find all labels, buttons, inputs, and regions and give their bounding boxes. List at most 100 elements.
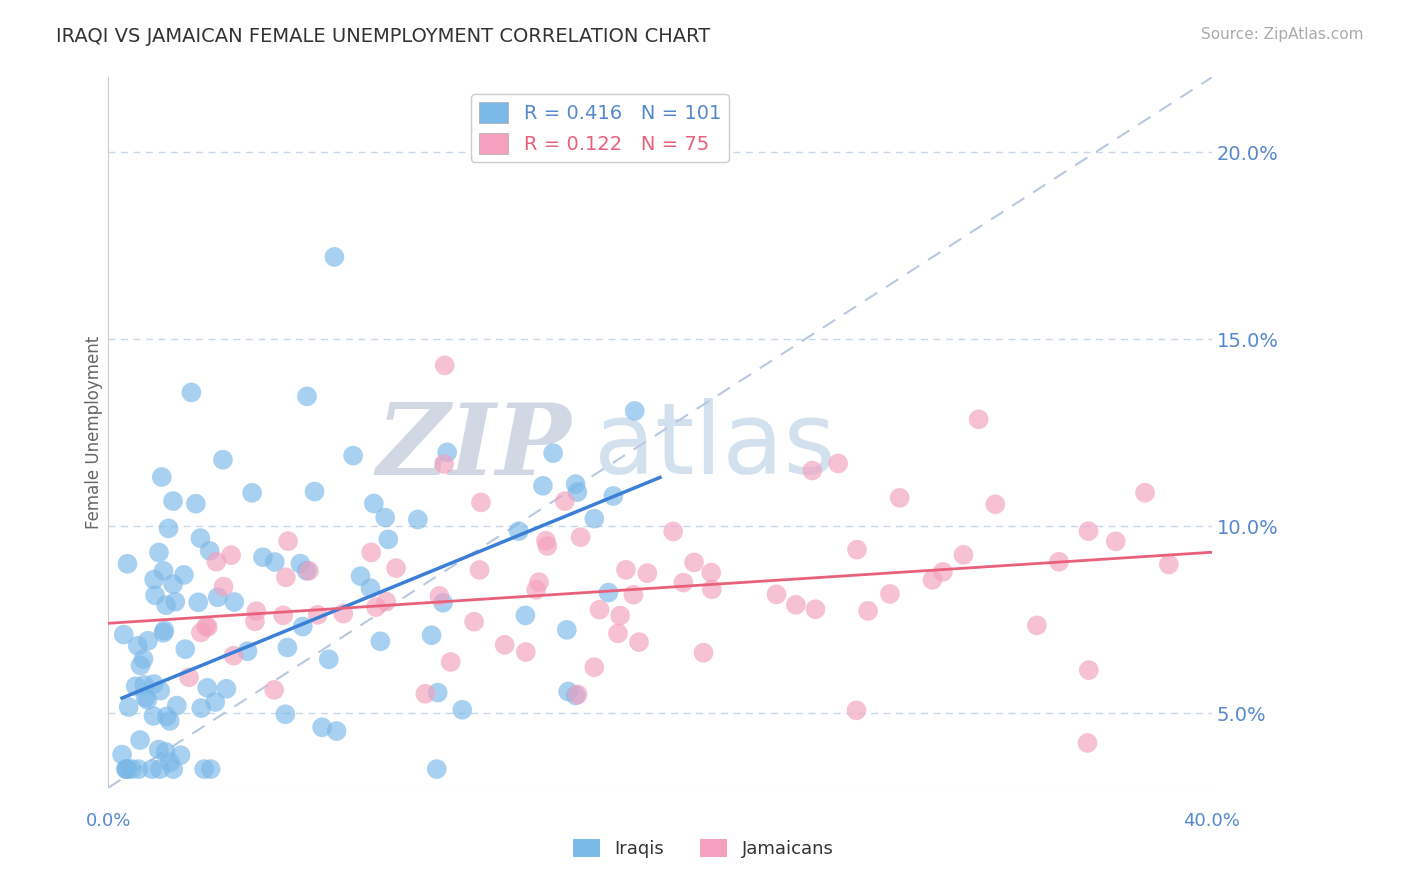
Point (143, 573, 166, 587)
Point (360, 545, 382, 559)
Point (134, 690, 156, 705)
Point (370, 634, 392, 648)
Point (177, 670, 200, 684)
Point (295, 564, 318, 578)
Point (174, 642, 197, 657)
Point (204, 695, 226, 709)
Point (426, 762, 449, 776)
Point (845, 703, 868, 717)
Point (569, 530, 592, 544)
Point (536, 539, 558, 553)
Point (277, 534, 299, 549)
Point (245, 604, 267, 618)
Point (609, 608, 631, 623)
Point (1047, 555, 1070, 569)
Point (1105, 534, 1128, 549)
Point (921, 573, 943, 587)
Point (165, 595, 187, 609)
Point (557, 684, 579, 698)
Point (846, 542, 869, 557)
Point (205, 555, 228, 569)
Point (236, 644, 259, 658)
Point (195, 619, 218, 633)
Point (115, 762, 138, 776)
Point (527, 575, 550, 590)
Point (173, 568, 195, 582)
Point (583, 660, 606, 674)
Point (212, 580, 235, 594)
Point (827, 457, 849, 471)
Point (515, 608, 537, 623)
Point (692, 646, 714, 660)
Point (468, 563, 491, 577)
Point (1076, 736, 1098, 750)
Point (212, 452, 235, 467)
Point (984, 497, 1007, 511)
Legend: Iraqis, Jamaicans: Iraqis, Jamaicans (565, 831, 841, 865)
Point (195, 681, 218, 695)
Point (190, 531, 212, 545)
Text: IRAQI VS JAMAICAN FEMALE UNEMPLOYMENT CORRELATION CHART: IRAQI VS JAMAICAN FEMALE UNEMPLOYMENT CO… (56, 27, 710, 45)
Point (307, 607, 329, 622)
Point (128, 762, 150, 776)
Point (436, 445, 458, 459)
Point (276, 640, 298, 655)
Point (141, 762, 163, 776)
Point (554, 494, 576, 508)
Point (623, 588, 645, 602)
Point (433, 359, 456, 373)
Point (508, 524, 530, 538)
Point (602, 489, 624, 503)
Point (142, 709, 165, 723)
Point (583, 511, 606, 525)
Text: 0.0%: 0.0% (86, 812, 131, 830)
Point (240, 485, 263, 500)
Point (932, 565, 955, 579)
Point (166, 698, 188, 713)
Point (534, 533, 557, 548)
Point (429, 589, 451, 603)
Point (598, 585, 620, 599)
Point (325, 724, 347, 739)
Point (295, 389, 318, 403)
Point (197, 620, 219, 634)
Point (222, 648, 245, 663)
Point (541, 446, 564, 460)
Point (555, 623, 578, 637)
Point (588, 602, 610, 616)
Point (291, 619, 314, 633)
Point (440, 655, 463, 669)
Point (364, 600, 387, 615)
Point (243, 615, 266, 629)
Point (1077, 663, 1099, 677)
Point (180, 385, 202, 400)
Point (683, 556, 706, 570)
Point (150, 470, 173, 484)
Point (117, 557, 139, 571)
Point (159, 714, 181, 728)
Point (359, 581, 381, 595)
Point (377, 533, 399, 547)
Point (198, 544, 221, 558)
Point (311, 720, 333, 734)
Point (157, 521, 180, 535)
Point (118, 700, 141, 714)
Point (420, 628, 443, 642)
Point (318, 652, 340, 666)
Point (672, 575, 695, 590)
Point (162, 762, 184, 776)
Point (129, 658, 152, 673)
Point (415, 687, 437, 701)
Text: Source: ZipAtlas.com: Source: ZipAtlas.com (1201, 27, 1364, 42)
Point (156, 709, 179, 723)
Point (332, 607, 354, 621)
Text: ZIP: ZIP (377, 399, 572, 495)
Legend: R = 0.416   N = 101, R = 0.122   N = 75: R = 0.416 N = 101, R = 0.122 N = 75 (471, 95, 728, 162)
Point (187, 595, 209, 609)
Point (155, 598, 177, 612)
Point (385, 561, 408, 575)
Point (136, 633, 159, 648)
Point (426, 685, 449, 699)
Point (1025, 618, 1047, 632)
Point (564, 477, 586, 491)
